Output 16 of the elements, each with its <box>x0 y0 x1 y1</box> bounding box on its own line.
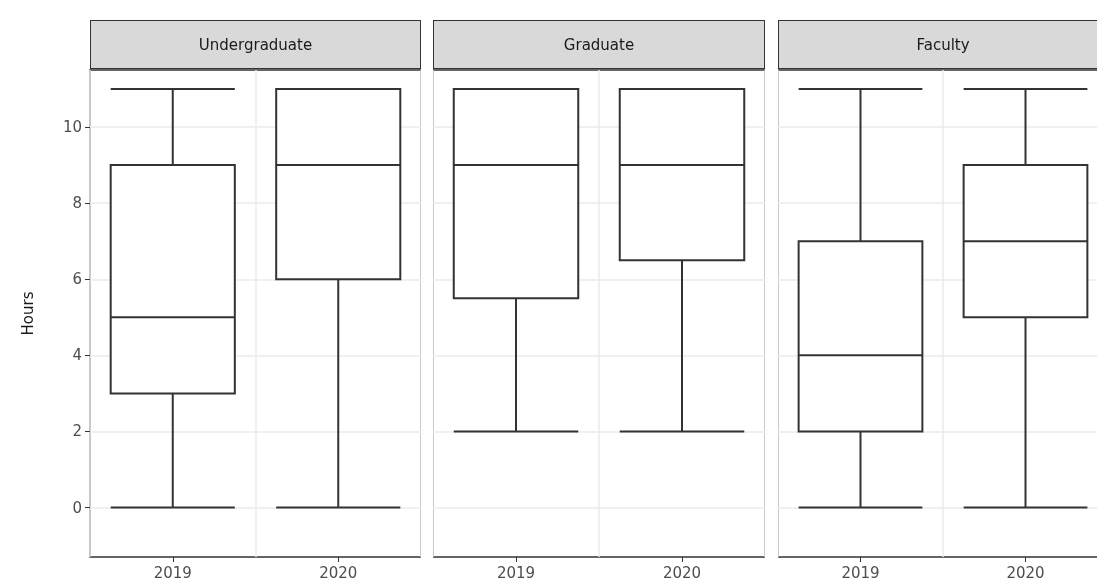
y-tick-label: 10 <box>62 118 82 137</box>
y-tick-label: 4 <box>72 346 82 365</box>
y-tick-label: 0 <box>72 498 82 517</box>
x-tick-label: 2020 <box>1006 563 1045 580</box>
x-tick-label: 2020 <box>662 563 702 580</box>
y-tick-label: 8 <box>72 194 82 213</box>
chart-title: Graduate <box>433 20 765 69</box>
x-tick-label: 2019 <box>496 563 536 580</box>
x-tick-label: 2019 <box>841 563 880 580</box>
x-tick-label: 2020 <box>319 563 358 580</box>
x-tick-label: 2019 <box>153 563 192 580</box>
chart-title: Undergraduate <box>90 20 421 69</box>
chart-title: Faculty <box>778 20 1097 69</box>
y-tick-label: 2 <box>72 422 82 441</box>
y-axis-title: Hours <box>18 291 37 336</box>
y-tick-label: 6 <box>72 270 82 289</box>
